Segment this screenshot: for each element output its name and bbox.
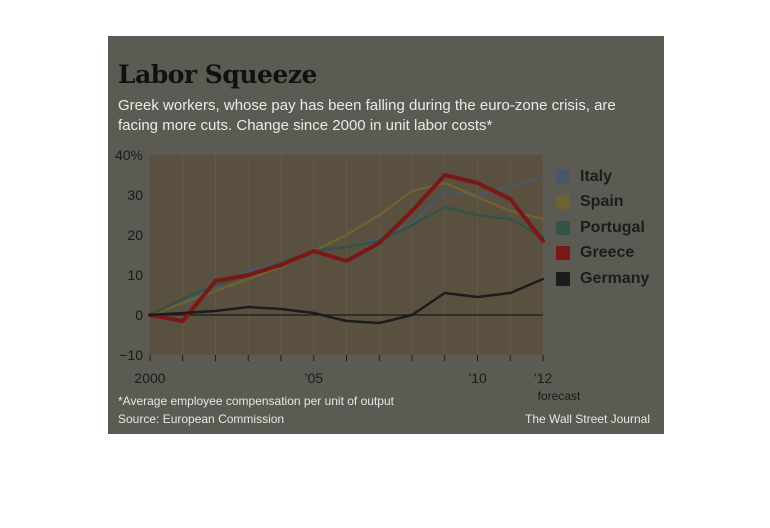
- x-forecast-label: forecast: [538, 389, 581, 403]
- legend-label: Italy: [580, 167, 613, 185]
- series-line-greece: [148, 173, 545, 323]
- footnote: *Average employee compensation per unit …: [118, 394, 394, 408]
- legend-item-greece: Greece: [556, 241, 649, 267]
- legend-swatch: [556, 220, 570, 235]
- legend-item-italy: Italy: [556, 164, 649, 190]
- legend-swatch: [556, 271, 570, 286]
- chart-legend: Italy Spain Portugal Greece Germany: [556, 164, 649, 292]
- x-tick-label: ’10: [468, 370, 487, 386]
- legend-swatch: [556, 169, 570, 184]
- x-tick-label: ’05: [304, 370, 323, 386]
- chart-subtitle: Greek workers, whose pay has been fallin…: [118, 97, 616, 134]
- series-line-spain: [148, 181, 545, 317]
- y-tick-label: 0: [135, 307, 143, 323]
- chart-title: Labor Squeeze: [118, 60, 317, 89]
- legend-label: Spain: [580, 193, 624, 211]
- y-tick-label: 20: [127, 227, 143, 243]
- x-tick-label: ’12: [534, 370, 553, 386]
- x-tick-label: 2000: [134, 370, 165, 386]
- legend-swatch: [556, 246, 570, 261]
- y-tick-label: 40%: [115, 147, 143, 163]
- publisher-credit: The Wall Street Journal: [525, 412, 650, 426]
- y-tick-label: 10: [127, 267, 143, 283]
- legend-label: Portugal: [580, 218, 645, 236]
- legend-item-germany: Germany: [556, 266, 649, 292]
- legend-label: Greece: [580, 244, 635, 262]
- y-tick-label: 30: [127, 187, 143, 203]
- legend-label: Germany: [580, 269, 650, 287]
- series-line-germany: [148, 277, 545, 325]
- legend-item-spain: Spain: [556, 190, 649, 216]
- legend-item-portugal: Portugal: [556, 215, 649, 241]
- source-note: Source: European Commission: [118, 412, 285, 426]
- y-tick-label: −10: [119, 347, 143, 363]
- series-line-portugal: [148, 205, 545, 317]
- legend-swatch: [556, 195, 570, 210]
